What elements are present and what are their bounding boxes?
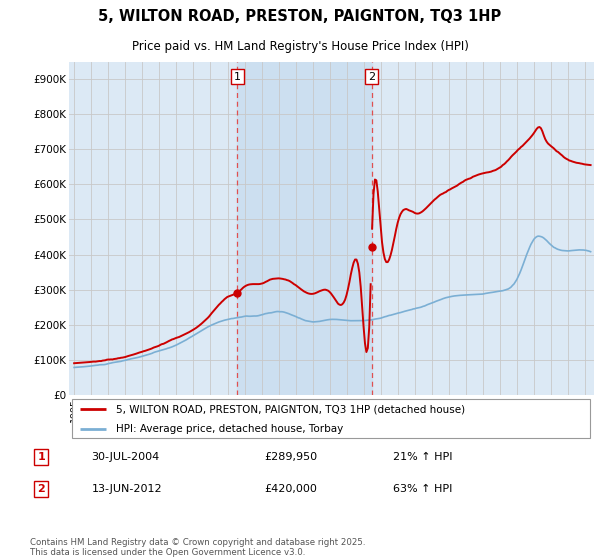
Text: £289,950: £289,950 <box>265 452 317 462</box>
FancyBboxPatch shape <box>71 399 590 438</box>
Text: 2: 2 <box>368 72 375 82</box>
Text: Price paid vs. HM Land Registry's House Price Index (HPI): Price paid vs. HM Land Registry's House … <box>131 40 469 53</box>
Text: 30-JUL-2004: 30-JUL-2004 <box>91 452 160 462</box>
Text: 63% ↑ HPI: 63% ↑ HPI <box>392 484 452 494</box>
Text: 1: 1 <box>37 452 45 462</box>
Text: £420,000: £420,000 <box>265 484 317 494</box>
Text: 21% ↑ HPI: 21% ↑ HPI <box>392 452 452 462</box>
Text: Contains HM Land Registry data © Crown copyright and database right 2025.
This d: Contains HM Land Registry data © Crown c… <box>30 538 365 557</box>
Text: 1: 1 <box>234 72 241 82</box>
Text: 5, WILTON ROAD, PRESTON, PAIGNTON, TQ3 1HP: 5, WILTON ROAD, PRESTON, PAIGNTON, TQ3 1… <box>98 9 502 24</box>
Text: 2: 2 <box>37 484 45 494</box>
Text: 5, WILTON ROAD, PRESTON, PAIGNTON, TQ3 1HP (detached house): 5, WILTON ROAD, PRESTON, PAIGNTON, TQ3 1… <box>116 404 466 414</box>
Bar <box>238 62 371 395</box>
Text: HPI: Average price, detached house, Torbay: HPI: Average price, detached house, Torb… <box>116 424 343 434</box>
Text: 13-JUN-2012: 13-JUN-2012 <box>91 484 162 494</box>
